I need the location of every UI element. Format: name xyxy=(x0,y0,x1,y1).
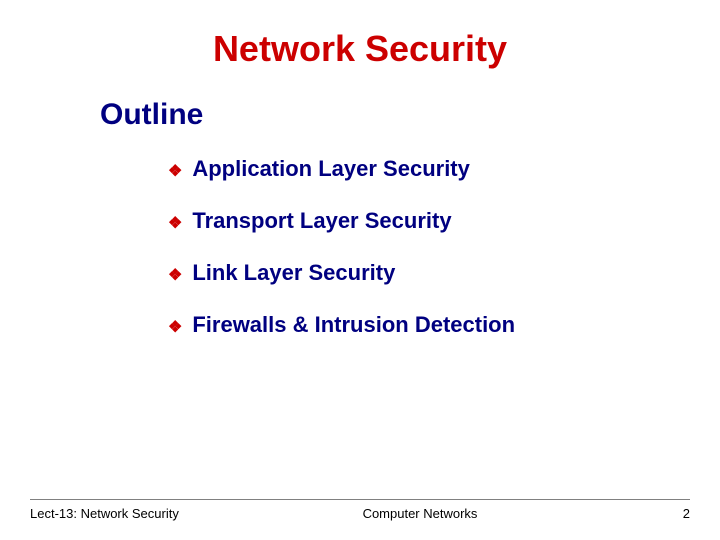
diamond-bullet-icon: ❖ xyxy=(168,216,182,232)
slide-title: Network Security xyxy=(40,28,680,70)
slide-subtitle: Outline xyxy=(100,98,680,132)
bullet-list: ❖ Application Layer Security ❖ Transport… xyxy=(168,156,680,338)
footer-row: Lect-13: Network Security Computer Netwo… xyxy=(30,506,690,522)
bullet-text: Transport Layer Security xyxy=(192,208,680,234)
footer-left: Lect-13: Network Security xyxy=(30,506,210,522)
slide: Network Security Outline ❖ Application L… xyxy=(0,0,720,540)
slide-footer: Lect-13: Network Security Computer Netwo… xyxy=(0,499,720,522)
bullet-text: Firewalls & Intrusion Detection xyxy=(192,312,680,338)
bullet-item: ❖ Application Layer Security xyxy=(168,156,680,182)
bullet-item: ❖ Transport Layer Security xyxy=(168,208,680,234)
footer-center: Computer Networks xyxy=(210,506,630,521)
footer-divider xyxy=(30,499,690,500)
bullet-item: ❖ Link Layer Security xyxy=(168,260,680,286)
bullet-item: ❖ Firewalls & Intrusion Detection xyxy=(168,312,680,338)
bullet-text: Application Layer Security xyxy=(192,156,680,182)
bullet-text: Link Layer Security xyxy=(192,260,680,286)
diamond-bullet-icon: ❖ xyxy=(168,320,182,336)
diamond-bullet-icon: ❖ xyxy=(168,268,182,284)
diamond-bullet-icon: ❖ xyxy=(168,164,182,180)
footer-page-number: 2 xyxy=(630,506,690,521)
